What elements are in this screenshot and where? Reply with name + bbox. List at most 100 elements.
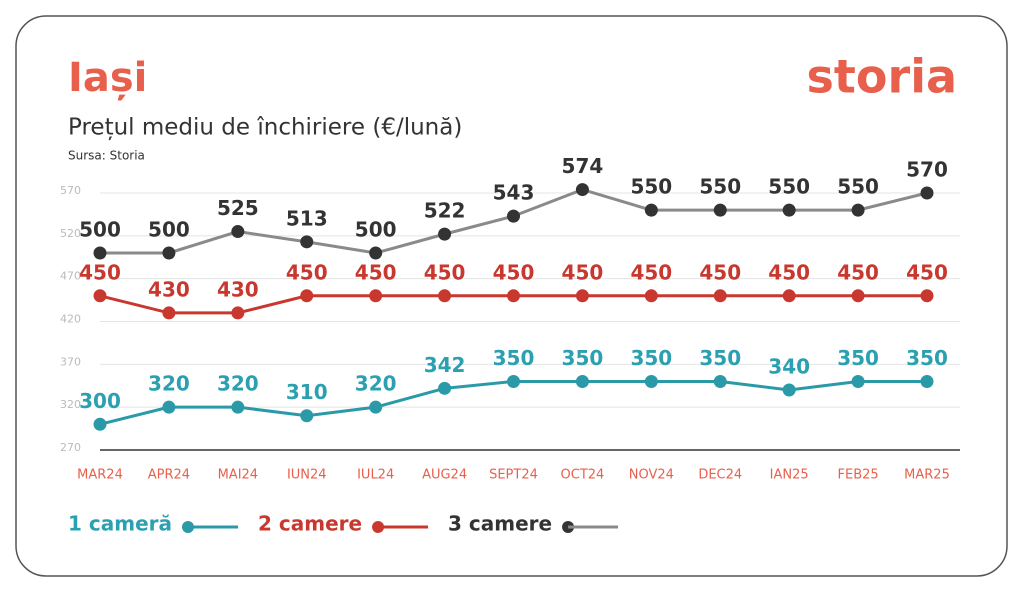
x-tick-label: OCT24 [561,468,605,483]
data-label: 513 [286,206,328,230]
data-label: 350 [906,346,948,370]
x-tick-label: MAR24 [77,468,123,483]
x-tick-label: NOV24 [629,468,674,483]
data-label: 450 [424,260,466,284]
legend-label: 3 camere [448,512,552,536]
data-point [438,227,452,241]
y-tick-label: 420 [60,313,81,326]
data-label: 570 [906,158,948,182]
x-tick-label: APR24 [148,468,190,483]
data-point [851,374,865,388]
logo: storia [807,50,957,104]
y-tick-label: 370 [60,355,81,368]
x-tick-label: IUL24 [357,468,394,483]
data-label: 574 [562,154,604,178]
data-label: 430 [217,277,259,301]
data-label: 500 [148,217,190,241]
data-point [920,186,934,200]
data-label: 450 [286,260,328,284]
data-point [231,306,245,320]
data-point [93,289,107,303]
data-label: 522 [424,199,466,223]
data-label: 550 [699,175,741,199]
data-label: 350 [562,346,604,370]
data-point [507,289,520,303]
y-tick-label: 270 [60,441,81,454]
data-point [93,417,107,431]
data-label: 450 [630,260,672,284]
data-point [851,203,865,217]
data-label: 550 [768,175,810,199]
data-point [300,235,314,249]
data-point [575,374,589,388]
data-label: 350 [699,346,741,370]
data-label: 450 [768,260,810,284]
y-tick-label: 570 [60,184,81,197]
x-tick-label: FEB25 [838,468,879,483]
y-tick-label: 520 [60,227,81,240]
data-label: 350 [630,346,672,370]
data-point [438,381,452,395]
data-point [231,225,245,239]
y-tick-label: 470 [60,270,81,283]
legend-label: 2 camere [258,512,362,536]
chart-subtitle: Prețul mediu de închiriere (€/lună) [68,115,462,141]
data-point [782,203,796,217]
data-point [231,400,245,414]
data-label: 450 [493,260,535,284]
data-label: 320 [355,372,397,396]
x-tick-label: MAR25 [904,468,950,483]
data-point [162,306,176,320]
data-label: 450 [355,260,397,284]
data-label: 450 [562,260,604,284]
data-label: 342 [424,353,466,377]
data-point [644,374,658,388]
source: Sursa: Storia [68,149,145,163]
data-point [507,209,520,223]
x-tick-label: AUG24 [422,468,467,483]
data-label: 340 [768,355,810,379]
data-label: 450 [699,260,741,284]
x-tick-label: IAN25 [770,468,809,483]
data-point [369,289,383,303]
data-point [782,289,796,303]
legend-label: 1 cameră [68,512,172,536]
data-label: 310 [286,380,328,404]
data-label: 500 [355,217,397,241]
y-tick-label: 320 [60,398,81,411]
x-tick-label: DEC24 [698,468,742,483]
data-point [920,289,934,303]
x-tick-label: IUN24 [287,468,327,483]
data-label: 320 [148,372,190,396]
data-point [93,246,107,260]
data-point [300,409,314,423]
data-point [644,203,658,217]
data-label: 550 [630,175,672,199]
data-label: 500 [79,217,121,241]
chart-title: Iași [68,55,147,101]
data-point [300,289,314,303]
data-label: 350 [837,346,879,370]
x-tick-label: MAI24 [218,468,259,483]
data-point [162,246,176,260]
data-point [851,289,865,303]
data-point [162,400,176,414]
data-point [644,289,658,303]
data-label: 550 [837,175,879,199]
data-label: 543 [493,181,535,205]
data-point [438,289,452,303]
data-point [575,183,589,197]
data-label: 525 [217,196,259,220]
data-point [782,383,796,397]
data-label: 450 [79,260,121,284]
x-tick-label: SEPT24 [489,468,538,483]
data-label: 450 [837,260,879,284]
data-point [507,374,520,388]
data-point [713,289,727,303]
data-label: 430 [148,277,190,301]
data-point [369,246,383,260]
data-point [369,400,383,414]
data-label: 320 [217,372,259,396]
data-label: 300 [79,389,121,413]
